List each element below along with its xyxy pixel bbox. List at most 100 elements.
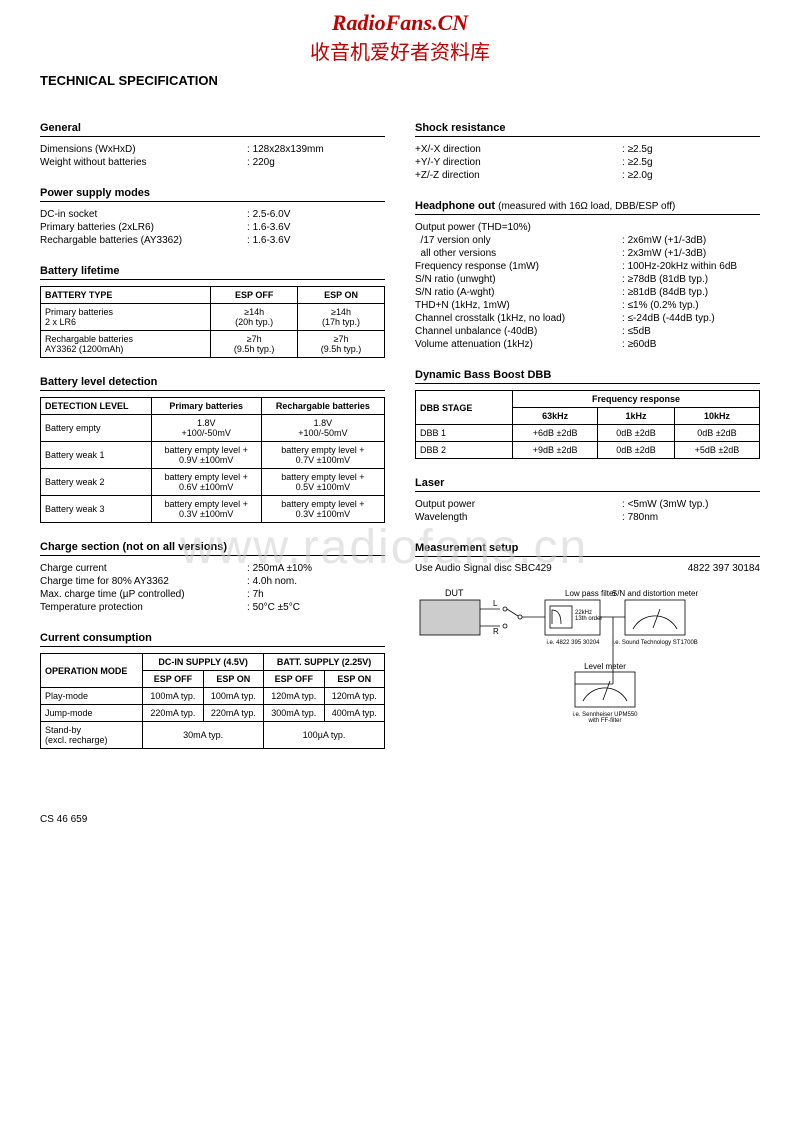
kv-value: 250mA ±10%	[247, 562, 385, 575]
kv-value: 7h	[247, 588, 385, 601]
current-consumption-table: OPERATION MODEDC-IN SUPPLY (4.5V)BATT. S…	[40, 653, 385, 749]
section-measurement-title: Measurement setup	[415, 542, 760, 557]
kv-value: 2x6mW (+1/-3dB)	[622, 234, 760, 247]
measurement-diagram: DUTLRLow pass filter22kHz13th orderi.e. …	[415, 584, 760, 754]
svg-text:i.e. 4822 395 30204: i.e. 4822 395 30204	[546, 640, 600, 646]
kv-value: ≤-24dB (-44dB typ.)	[622, 312, 760, 325]
kv-value: ≥2.0g	[622, 169, 760, 182]
kv-label: all other versions	[415, 247, 622, 260]
table-cell: +6dB ±2dB	[513, 425, 598, 442]
table-cell: DBB 1	[416, 425, 513, 442]
table-cell: 0dB ±2dB	[598, 442, 675, 459]
table-cell: battery empty level +0.3V ±100mV	[261, 496, 384, 523]
kv-value: 220g	[247, 156, 385, 169]
table-cell: battery empty level +0.7V ±100mV	[261, 442, 384, 469]
kv-value: 100Hz-20kHz within 6dB	[622, 260, 760, 273]
table-cell: 120mA typ.	[324, 688, 385, 705]
table-cell: Rechargable batteries	[261, 398, 384, 415]
table-cell: 100µA typ.	[264, 722, 385, 749]
kv-label: Channel crosstalk (1kHz, no load)	[415, 312, 622, 325]
kv-label: Weight without batteries	[40, 156, 247, 169]
table-cell: 220mA typ.	[143, 705, 203, 722]
table-cell: Rechargable batteriesAY3362 (1200mAh)	[41, 331, 211, 358]
table-cell: 300mA typ.	[264, 705, 324, 722]
right-column: Shock resistance +X/-X direction≥2.5g+Y/…	[415, 104, 760, 754]
kv-value: 50°C ±5°C	[247, 601, 385, 614]
table-cell: battery empty level +0.9V ±100mV	[151, 442, 261, 469]
table-cell: 1.8V+100/-50mV	[261, 415, 384, 442]
svg-text:22kHz13th order: 22kHz13th order	[575, 610, 602, 622]
kv-value: ≤1% (0.2% typ.)	[622, 299, 760, 312]
svg-text:Level meter: Level meter	[584, 662, 626, 671]
table-cell: ESP OFF	[264, 671, 324, 688]
laser-list: Output power<5mW (3mW typ.)Wavelength780…	[415, 498, 760, 524]
headphone-list: Output power (THD=10%). /17 version only…	[415, 221, 760, 351]
logo-line-2: 收音机爱好者资料库	[40, 36, 760, 65]
table-cell: ESP ON	[298, 287, 385, 304]
kv-value: ≥2.5g	[622, 156, 760, 169]
section-shock-title: Shock resistance	[415, 122, 760, 137]
kv-value: ≥78dB (81dB typ.)	[622, 273, 760, 286]
table-cell: battery empty level +0.5V ±100mV	[261, 469, 384, 496]
svg-text:i.e. Sound Technology ST1700B: i.e. Sound Technology ST1700B	[612, 640, 698, 646]
charge-list: Charge current250mA ±10%Charge time for …	[40, 562, 385, 614]
table-cell: 63kHz	[513, 408, 598, 425]
header-logo: RadioFans.CN 收音机爱好者资料库	[40, 10, 760, 65]
left-column: General Dimensions (WxHxD)128x28x139mmWe…	[40, 104, 385, 754]
dbb-table: DBB STAGEFrequency response63kHz1kHz10kH…	[415, 390, 760, 459]
table-cell: ≥7h(9.5h typ.)	[211, 331, 298, 358]
footer: CS 46 659	[40, 814, 760, 825]
logo-line-1: RadioFans.CN	[40, 10, 760, 36]
headphone-note: (measured with 16Ω load, DBB/ESP off)	[498, 201, 675, 212]
kv-value: ≥81dB (84dB typ.)	[622, 286, 760, 299]
table-cell: ESP OFF	[143, 671, 203, 688]
table-cell: battery empty level +0.3V ±100mV	[151, 496, 261, 523]
table-cell: 120mA typ.	[264, 688, 324, 705]
section-headphone-title: Headphone out (measured with 16Ω load, D…	[415, 200, 760, 215]
measurement-text-left: Use Audio Signal disc SBC429	[415, 563, 552, 574]
section-battdet-title: Battery level detection	[40, 376, 385, 391]
battery-detection-table: DETECTION LEVELPrimary batteriesRecharga…	[40, 397, 385, 523]
table-cell: battery empty level +0.6V ±100mV	[151, 469, 261, 496]
section-battlife-title: Battery lifetime	[40, 265, 385, 280]
svg-text:Low pass filter: Low pass filter	[565, 589, 616, 598]
kv-value: ≥60dB	[622, 338, 760, 351]
table-cell: 10kHz	[674, 408, 759, 425]
shock-list: +X/-X direction≥2.5g+Y/-Y direction≥2.5g…	[415, 143, 760, 182]
kv-value: 2x3mW (+1/-3dB)	[622, 247, 760, 260]
kv-value: ≤5dB	[622, 325, 760, 338]
kv-label: S/N ratio (A-wght)	[415, 286, 622, 299]
table-cell: Play-mode	[41, 688, 143, 705]
table-cell: Primary batteries	[151, 398, 261, 415]
kv-label: Rechargable batteries (AY3362)	[40, 234, 247, 247]
kv-label: +Y/-Y direction	[415, 156, 622, 169]
table-cell: 1kHz	[598, 408, 675, 425]
table-cell: DC-IN SUPPLY (4.5V)	[143, 654, 264, 671]
general-list: Dimensions (WxHxD)128x28x139mmWeight wit…	[40, 143, 385, 169]
kv-label: Primary batteries (2xLR6)	[40, 221, 247, 234]
section-power-title: Power supply modes	[40, 187, 385, 202]
section-charge-title: Charge section (not on all versions)	[40, 541, 385, 556]
table-cell: ≥14h(20h typ.)	[211, 304, 298, 331]
kv-label: +X/-X direction	[415, 143, 622, 156]
section-general-title: General	[40, 122, 385, 137]
svg-text:L: L	[493, 599, 498, 608]
headphone-title-text: Headphone out	[415, 200, 495, 212]
kv-value: ≥2.5g	[622, 143, 760, 156]
kv-label: Volume attenuation (1kHz)	[415, 338, 622, 351]
kv-label: Wavelength	[415, 511, 622, 524]
svg-text:i.e. Sennheiser UPM550with FF-: i.e. Sennheiser UPM550with FF-filter	[572, 712, 638, 724]
table-cell: +9dB ±2dB	[513, 442, 598, 459]
svg-text:DUT: DUT	[445, 588, 464, 598]
table-cell: ESP OFF	[211, 287, 298, 304]
table-cell: Battery empty	[41, 415, 152, 442]
kv-value: <5mW (3mW typ.)	[622, 498, 760, 511]
table-cell: Frequency response	[513, 391, 760, 408]
table-cell: Primary batteries2 x LR6	[41, 304, 211, 331]
table-cell: Battery weak 1	[41, 442, 152, 469]
table-cell: DETECTION LEVEL	[41, 398, 152, 415]
kv-label: Max. charge time (µP controlled)	[40, 588, 247, 601]
table-cell: Battery weak 3	[41, 496, 152, 523]
table-cell: 1.8V+100/-50mV	[151, 415, 261, 442]
kv-label: Output power	[415, 498, 622, 511]
